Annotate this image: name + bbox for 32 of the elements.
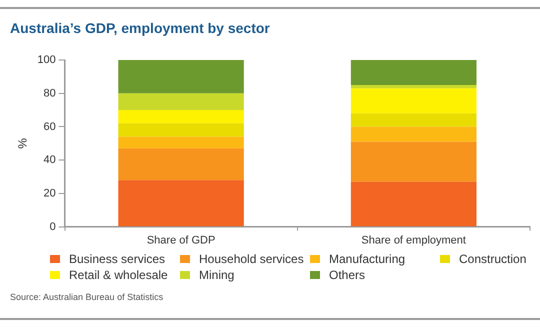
x-tick-label: Share of employment [361, 234, 466, 246]
bar [350, 182, 476, 226]
y-tick-label: 60 [44, 120, 56, 133]
bar [118, 180, 244, 226]
y-tick-label: 100 [37, 54, 56, 66]
legend-label: Construction [459, 252, 526, 266]
bar [350, 85, 476, 88]
y-axis-title: % [16, 138, 30, 149]
bar [118, 93, 244, 110]
bar [118, 136, 244, 148]
y-tick-label: 0 [50, 220, 56, 233]
legend-label: Others [329, 268, 366, 282]
y-tick-label: 20 [44, 187, 56, 200]
bar [118, 148, 244, 180]
chart-title: Australia’s GDP, employment by sector [10, 20, 270, 36]
bar [118, 123, 244, 137]
bar [118, 110, 244, 124]
bar [350, 60, 476, 86]
legend-label: Mining [199, 268, 234, 282]
legend-label: Business services [69, 252, 166, 266]
legend-label: Manufacturing [329, 252, 406, 266]
bar [350, 88, 476, 114]
bar [350, 142, 476, 182]
bar [118, 60, 244, 94]
legend-label: Retail & wholesale [69, 268, 168, 282]
y-tick-label: 40 [44, 154, 56, 166]
y-tick-label: 80 [44, 87, 56, 100]
legend-label: Household services [199, 252, 304, 266]
source-note: Source: Australian Bureau of Statistics [10, 292, 164, 302]
x-tick-label: Share of GDP [146, 234, 216, 246]
bar [350, 113, 476, 127]
bar [350, 126, 476, 142]
